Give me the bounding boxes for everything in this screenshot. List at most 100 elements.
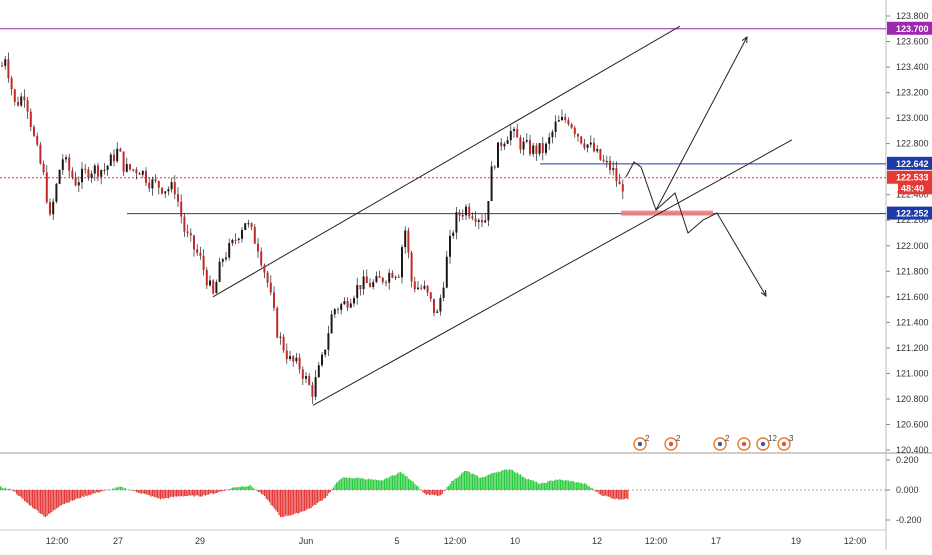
candle-body — [84, 168, 87, 170]
oscillator-bar — [128, 489, 130, 491]
candle-body — [583, 143, 586, 148]
oscillator-bar — [456, 478, 458, 490]
candle-body — [321, 354, 323, 366]
price-tick-label: 120.800 — [896, 394, 929, 404]
oscillator-bar — [256, 489, 258, 491]
oscillator-bar — [140, 490, 143, 494]
candle-body — [420, 287, 423, 289]
oscillator-bar — [244, 486, 247, 490]
oscillator-bar — [94, 490, 96, 494]
oscillator-bar — [576, 482, 578, 490]
oscillator-bar — [86, 490, 88, 497]
oscillator-bar — [217, 490, 219, 493]
oscillator-bar — [0, 486, 2, 490]
candle-body — [493, 166, 496, 168]
oscillator-bar — [17, 490, 19, 496]
oscillator-bar — [408, 478, 410, 490]
oscillator-bar — [569, 481, 571, 490]
oscillator-bar — [20, 490, 23, 498]
oscillator-bar — [64, 490, 66, 504]
candle-body — [215, 281, 218, 294]
candle-body — [250, 223, 253, 228]
candle-body — [445, 256, 448, 288]
oscillator-bar — [70, 490, 72, 501]
candle-body — [333, 309, 336, 315]
oscillator-bar — [564, 480, 567, 490]
oscillator-bar — [548, 480, 551, 490]
oscillator-bar — [486, 475, 488, 490]
event-icon-count: 2 — [725, 434, 730, 443]
oscillator-bar — [44, 490, 47, 518]
oscillator-bar — [100, 490, 103, 492]
oscillator-bar — [230, 488, 232, 490]
oscillator-bar — [435, 490, 437, 496]
oscillator-bar — [580, 482, 583, 490]
candle-body — [301, 369, 304, 379]
candle-body — [7, 59, 10, 79]
oscillator-bar — [592, 488, 594, 490]
oscillator-bar — [40, 490, 42, 514]
oscillator-bar — [505, 469, 507, 490]
oscillator-bar — [43, 490, 45, 517]
oscillator-bar — [553, 480, 555, 490]
candle-body — [381, 277, 384, 283]
oscillator-bar — [99, 490, 101, 493]
oscillator-bar — [308, 490, 311, 509]
oscillator-bar — [518, 474, 520, 490]
oscillator-bar — [387, 478, 389, 490]
oscillator-bar — [344, 477, 346, 490]
oscillator-bar — [142, 490, 144, 494]
candle-body — [269, 282, 272, 293]
oscillator-bar — [574, 482, 576, 490]
candle-body — [260, 251, 263, 266]
candle-body — [1, 65, 3, 67]
candle-body — [564, 116, 567, 121]
oscillator-bar — [371, 479, 373, 490]
oscillator-bar — [454, 478, 456, 490]
oscillator-bar — [323, 490, 325, 499]
candle-body — [605, 161, 608, 163]
oscillator-bar — [587, 485, 589, 490]
oscillator-bar — [324, 490, 327, 499]
oscillator-bar — [368, 478, 370, 490]
price-tick-label: 122.400 — [896, 190, 929, 200]
oscillator-bar — [118, 486, 120, 490]
oscillator-bar — [25, 490, 27, 503]
oscillator-bar — [462, 472, 464, 490]
oscillator-bar — [228, 489, 231, 490]
oscillator-bar — [504, 469, 506, 490]
candle-body — [343, 301, 346, 305]
oscillator-bar — [134, 490, 136, 492]
price-tick-label: 120.400 — [896, 445, 929, 455]
candle-body — [388, 272, 391, 283]
candle-body — [93, 165, 96, 174]
oscillator-bar — [248, 486, 250, 490]
candle-body — [532, 145, 535, 154]
oscillator-bar — [416, 485, 418, 490]
candle-body — [183, 216, 186, 232]
candle-body — [468, 206, 471, 217]
oscillator-bar — [144, 490, 146, 494]
oscillator-bar — [124, 488, 127, 490]
oscillator-bar — [398, 472, 400, 490]
candle-body — [561, 116, 563, 121]
oscillator-bar — [312, 490, 314, 507]
oscillator-bar — [236, 487, 239, 490]
candle-body — [225, 257, 227, 260]
oscillator-bar — [355, 478, 357, 490]
candle-body — [327, 333, 330, 350]
oscillator-bar — [225, 489, 227, 490]
oscillator-bar — [179, 490, 181, 497]
oscillator-bar — [123, 488, 125, 490]
oscillator-bar — [409, 479, 411, 490]
candle-body — [554, 121, 557, 132]
oscillator-bar — [83, 490, 85, 498]
oscillator-bar — [115, 487, 117, 490]
oscillator-bar — [326, 490, 328, 497]
time-tick-label: 12:00 — [844, 536, 867, 546]
candle-body — [458, 212, 461, 216]
candle-body — [426, 285, 429, 293]
candle-body — [189, 233, 192, 236]
candle-body — [45, 172, 48, 203]
